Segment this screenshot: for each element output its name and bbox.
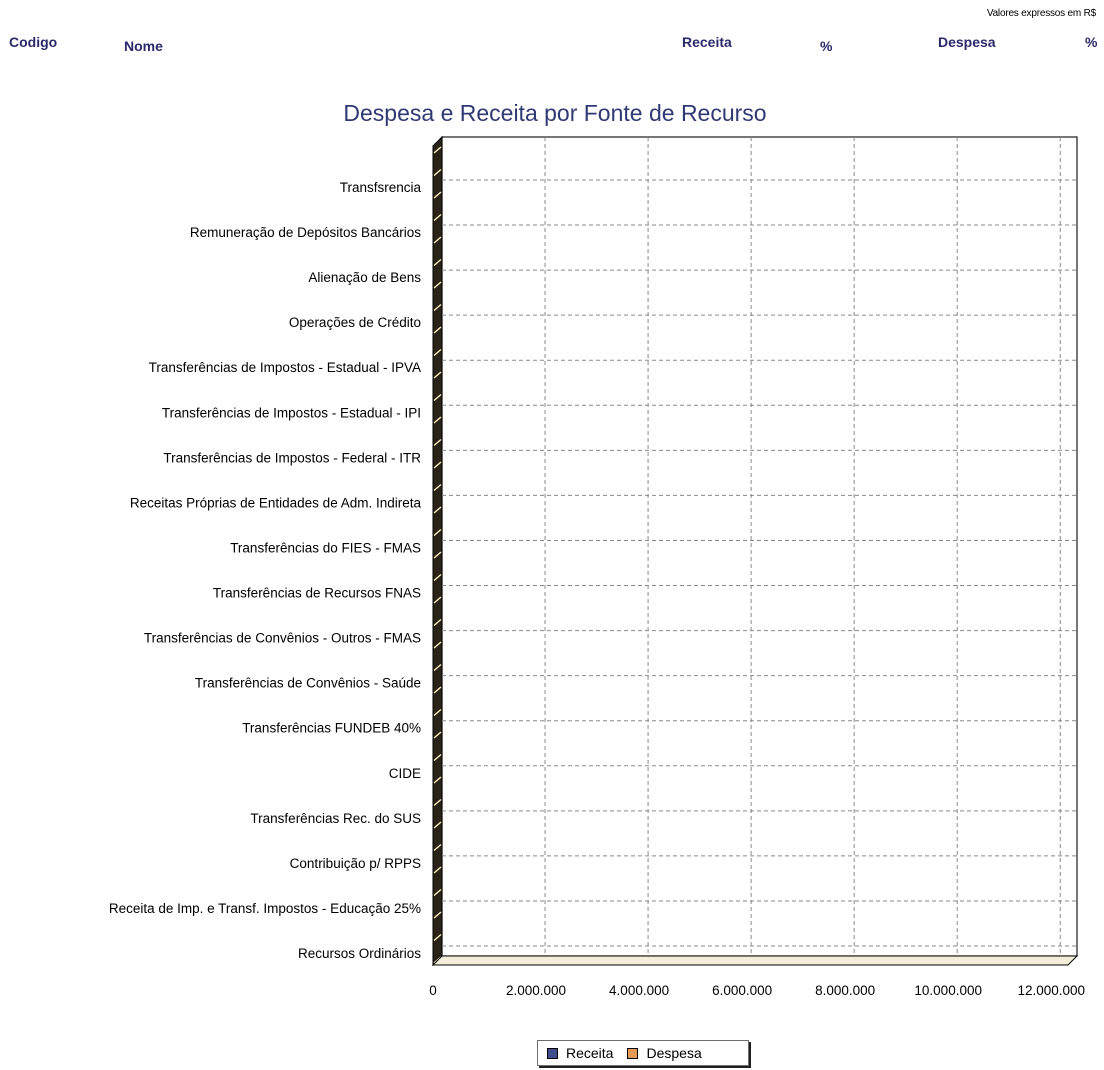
wall-stripe [433, 798, 442, 807]
legend-swatch-receita [547, 1047, 558, 1059]
x-tick-label: 4.000.000 [609, 983, 669, 998]
chart-title: Despesa e Receita por Fonte de Recurso [343, 100, 767, 126]
wall-stripe [433, 551, 442, 559]
wall-stripe [433, 146, 442, 154]
legend-item-receita: Receita [547, 1045, 613, 1061]
column-header-codigo: Codigo [9, 34, 58, 50]
x-tick-label: 10.000.000 [914, 983, 982, 998]
category-label: Transferências de Impostos - Federal - I… [163, 450, 421, 465]
wall-stripe [433, 213, 442, 222]
legend-item-despesa: Despesa [627, 1045, 702, 1061]
wall-stripe [433, 776, 442, 784]
legend-label-receita: Receita [566, 1045, 614, 1061]
category-label: Receitas Próprias de Entidades de Adm. I… [130, 495, 422, 510]
wall-stripe [433, 528, 442, 537]
x-tick-label: 2.000.000 [506, 983, 566, 998]
wall-stripe [433, 663, 442, 672]
wall-stripe [433, 708, 442, 717]
category-label: Contribuição p/ RPPS [290, 856, 421, 871]
legend-swatch-despesa [627, 1047, 639, 1059]
x-tick-label: 6.000.000 [712, 983, 772, 998]
wall-stripe [433, 821, 442, 829]
category-label: Alienação de Bens [308, 270, 421, 285]
wall-stripe [433, 731, 442, 739]
wall-stripe [433, 596, 442, 604]
floor [431, 955, 1079, 966]
column-header-despesa-percent: % [1085, 34, 1098, 50]
unit-note: Valores expressos em R$ [986, 8, 1096, 19]
wall-stripe [433, 281, 442, 289]
wall-stripe [433, 258, 442, 267]
column-header-receita: Receita [682, 34, 732, 50]
wall-stripe [433, 843, 442, 852]
category-label: Transferências FUNDEB 40% [242, 721, 421, 736]
column-header-despesa: Despesa [938, 34, 996, 50]
category-label: Transferências de Impostos - Estadual - … [149, 360, 421, 375]
category-label: Transfsrencia [340, 180, 422, 195]
wall-stripe [433, 348, 442, 357]
wall-stripe [433, 461, 442, 469]
category-label: CIDE [389, 766, 421, 781]
category-label: Transferências de Recursos FNAS [213, 586, 421, 601]
wall-stripe [433, 866, 442, 874]
x-axis-ticks: 0 2.000.000 4.000.000 6.000.000 8.000.000 10.… [429, 983, 1085, 998]
category-label: Transferências do FIES - FMAS [230, 540, 421, 555]
grid-lines [442, 137, 1077, 956]
category-label: Receita de Imp. e Transf. Impostos - Edu… [109, 901, 421, 916]
wall-stripe [433, 753, 442, 762]
category-label: Remuneração de Depósitos Bancários [190, 225, 421, 240]
plot-area [431, 135, 1079, 967]
x-tick-label: 8.000.000 [815, 983, 875, 998]
wall-stripe [433, 326, 442, 334]
category-label: Operações de Crédito [289, 315, 421, 330]
x-tick-label: 12.000.000 [1017, 983, 1085, 998]
wall-stripe [433, 641, 442, 649]
category-label: Transferências de Impostos - Estadual - … [162, 405, 421, 420]
column-header-receita-percent: % [820, 38, 833, 54]
wall-stripe [433, 191, 442, 199]
wall-stripe [433, 686, 442, 694]
category-label: Recursos Ordinários [298, 946, 421, 961]
wall-stripe [433, 506, 442, 514]
left-wall [432, 135, 443, 967]
wall-stripe [433, 618, 442, 627]
wall-stripe [433, 236, 442, 244]
category-label: Transferências de Convênios - Outros - F… [144, 631, 421, 646]
wall-stripe [433, 303, 442, 312]
wall-stripe [433, 483, 442, 492]
wall-stripe [433, 168, 442, 177]
wall-stripe [433, 416, 442, 424]
x-tick-label: 0 [429, 983, 437, 998]
wall-stripe [433, 371, 442, 379]
legend-label-despesa: Despesa [646, 1045, 702, 1061]
plot-frame [441, 136, 1078, 957]
wall-stripe [433, 438, 442, 447]
wall-stripe [433, 888, 442, 897]
category-label: Transferências Rec. do SUS [250, 811, 421, 826]
wall-stripe [433, 573, 442, 582]
chart-legend: Receita Despesa [537, 1040, 749, 1066]
category-labels: Transfsrencia Remuneração de Depósitos Ba… [109, 180, 422, 961]
wall-stripe [433, 933, 442, 942]
wall-stripe [433, 911, 442, 919]
column-header-nome: Nome [124, 38, 163, 54]
category-label: Transferências de Convênios - Saúde [195, 676, 421, 691]
wall-stripe [433, 393, 442, 402]
